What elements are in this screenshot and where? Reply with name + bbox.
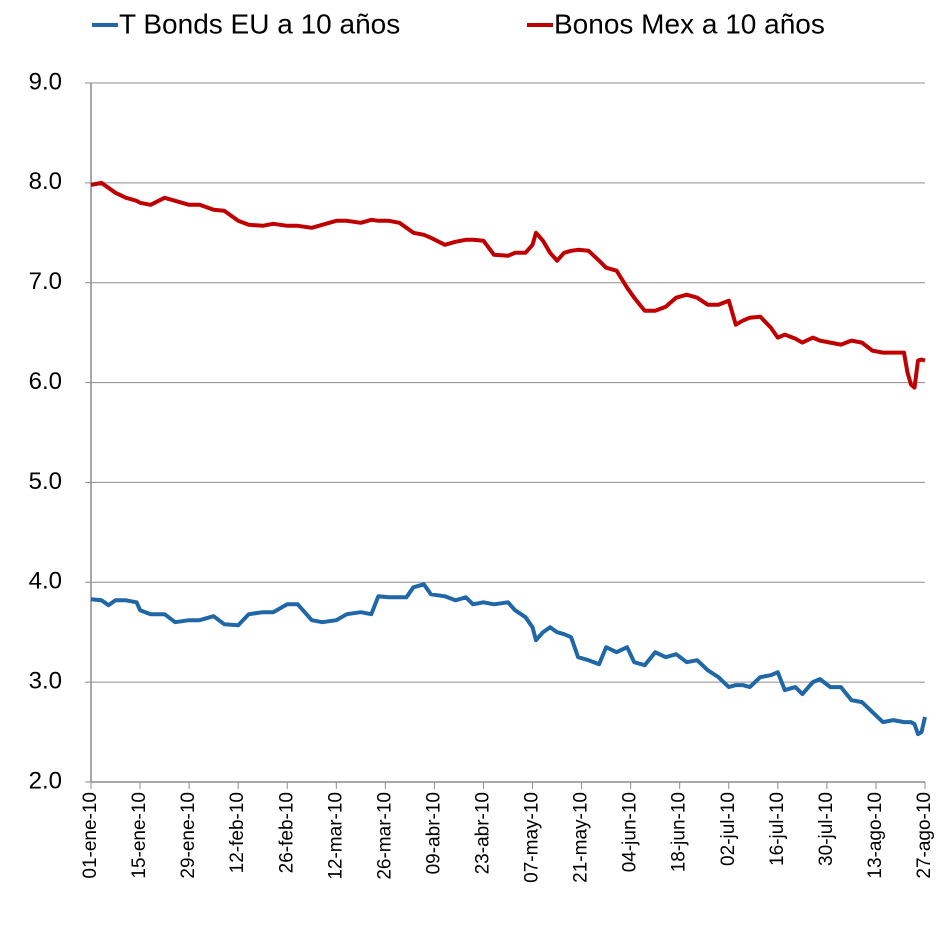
- y-tick-label: 2.0: [29, 767, 62, 794]
- y-tick-label: 6.0: [29, 368, 62, 395]
- x-tick-label: 04-jun-10: [620, 792, 641, 872]
- y-tick-label: 5.0: [29, 468, 62, 495]
- x-tick-label: 27-ago-10: [914, 792, 935, 879]
- y-tick-label: 8.0: [29, 168, 62, 195]
- x-tick-label: 23-abr-10: [472, 792, 493, 874]
- x-tick-label: 21-may-10: [571, 792, 592, 883]
- x-tick-label: 29-ene-10: [178, 792, 199, 879]
- x-tick-label: 09-abr-10: [423, 792, 444, 874]
- x-tick-label: 12-feb-10: [227, 792, 248, 873]
- x-tick-label: 12-mar-10: [325, 792, 346, 880]
- x-tick-label: 26-feb-10: [276, 792, 297, 873]
- legend-label: T Bonds EU a 10 años: [119, 8, 400, 39]
- y-tick-label: 9.0: [29, 68, 62, 95]
- y-tick-label: 3.0: [29, 667, 62, 694]
- x-tick-label: 13-ago-10: [865, 792, 886, 879]
- series-line: [90, 180, 926, 390]
- x-tick-label: 15-ene-10: [129, 792, 150, 879]
- x-tick-label: 18-jun-10: [669, 792, 690, 872]
- x-tick-label: 01-ene-10: [80, 792, 101, 879]
- x-tick-label: 16-jul-10: [767, 792, 788, 866]
- y-tick-label: 7.0: [29, 268, 62, 295]
- x-tick-label: 02-jul-10: [718, 792, 739, 866]
- y-tick-label: 4.0: [29, 568, 62, 595]
- series-line: [90, 582, 927, 737]
- x-tick-label: 30-jul-10: [816, 792, 837, 866]
- x-tick-label: 07-may-10: [522, 792, 543, 883]
- x-tick-label: 26-mar-10: [374, 792, 395, 880]
- legend-label: Bonos Mex a 10 años: [554, 8, 825, 39]
